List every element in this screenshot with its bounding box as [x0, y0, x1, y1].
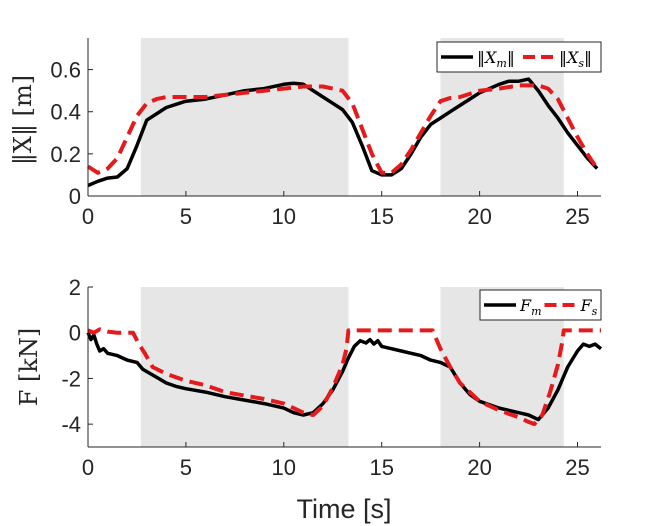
axes-frame — [87, 38, 601, 197]
x-tick-labels: 0 5 10 15 20 25 — [82, 455, 590, 480]
x-tick-label: 20 — [467, 455, 491, 480]
shaded-interval-1 — [140, 287, 349, 447]
series-lines — [86, 327, 603, 427]
legend-label: ‖Xs‖ — [559, 48, 592, 70]
y-tick-labels: 0 0.2 0.4 0.6 — [50, 58, 81, 209]
y-tick-label: 0 — [69, 184, 81, 209]
x-tick-label: 10 — [272, 455, 296, 480]
y-tick-label: -2 — [61, 366, 81, 391]
y-tick-label: -4 — [61, 412, 81, 437]
x-tick-label: 5 — [180, 455, 192, 480]
y-axis-label: F [kN] — [15, 328, 43, 407]
legend-label: Fs — [580, 296, 598, 318]
x-tick-label: 20 — [467, 204, 491, 229]
x-tick-label: 0 — [82, 204, 94, 229]
axes-frame — [87, 287, 601, 448]
y-axis-label: ‖X‖ [m] — [9, 75, 38, 165]
x-tick-label: 15 — [369, 455, 393, 480]
y-tick-label: 0.2 — [50, 142, 81, 167]
legend: ‖Xm‖ ‖Xs‖ — [436, 41, 602, 73]
y-tick-label: 0 — [69, 321, 81, 346]
position-norm-plot: 0 5 10 15 20 25 0 0.2 0.4 0.6 ‖X‖ [m] ‖Xm‖ ‖Xs‖ — [9, 38, 602, 229]
x-tick-label: 5 — [180, 204, 192, 229]
legend-label: Fm — [519, 296, 542, 318]
force-plot: 0 5 10 15 20 25 -4 -2 0 2 F [kN] Fm Fs — [15, 275, 603, 480]
x-tick-label: 0 — [82, 455, 94, 480]
x-tick-label: 10 — [272, 204, 296, 229]
x-tick-label: 15 — [369, 204, 393, 229]
y-tick-label: 0.4 — [50, 100, 81, 125]
series-line-slave — [86, 83, 599, 175]
legend: Fm Fs — [479, 289, 602, 321]
y-tick-label: 0.6 — [50, 58, 81, 83]
x-tick-label: 25 — [565, 455, 589, 480]
series-line-master — [87, 77, 599, 188]
series-line-slave — [87, 327, 601, 427]
y-tick-labels: -4 -2 0 2 — [61, 275, 81, 437]
y-tick-label: 2 — [69, 275, 81, 300]
series-line-master — [86, 332, 603, 422]
series-lines — [86, 77, 599, 188]
x-tick-label: 25 — [565, 204, 589, 229]
legend-label: ‖Xm‖ — [477, 48, 515, 70]
x-axis-label: Time [s] — [296, 494, 391, 524]
shaded-interval-1 — [140, 38, 349, 196]
x-tick-labels: 0 5 10 15 20 25 — [82, 204, 590, 229]
